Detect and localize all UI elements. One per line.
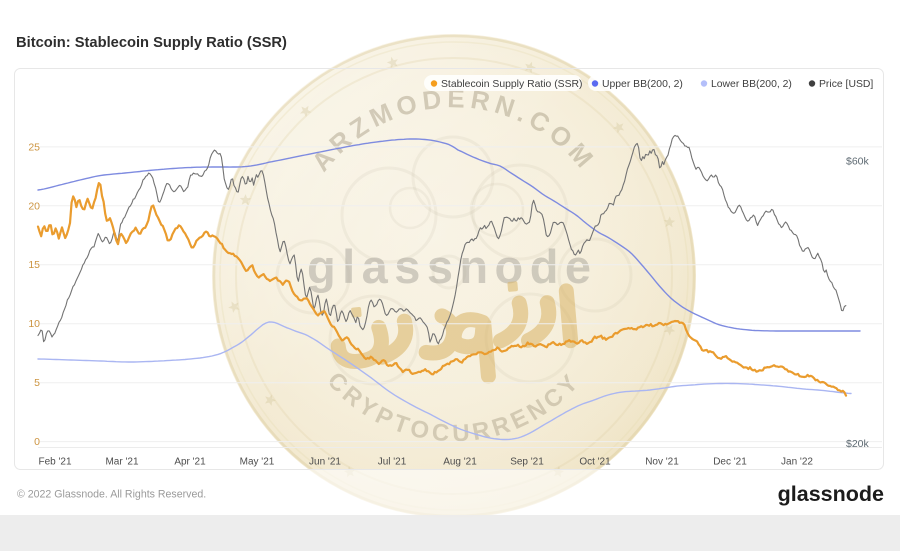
svg-text:Dec '21: Dec '21	[713, 457, 747, 468]
svg-text:Bitcoin: Stablecoin Supply Rat: Bitcoin: Stablecoin Supply Ratio (SSR)	[16, 35, 287, 51]
svg-text:10: 10	[28, 318, 40, 330]
svg-text:Aug '21: Aug '21	[443, 457, 477, 468]
svg-text:Mar '21: Mar '21	[105, 457, 138, 468]
svg-text:May '21: May '21	[240, 457, 275, 468]
svg-text:$20k: $20k	[846, 438, 870, 450]
svg-text:Stablecoin Supply Ratio (SSR): Stablecoin Supply Ratio (SSR)	[441, 79, 583, 90]
svg-text:Nov '21: Nov '21	[645, 457, 679, 468]
svg-text:Oct '21: Oct '21	[579, 457, 611, 468]
svg-text:0: 0	[34, 436, 40, 448]
svg-text:glassnode: glassnode	[307, 240, 591, 293]
svg-text:glassnode: glassnode	[778, 482, 884, 506]
svg-text:5: 5	[34, 377, 40, 389]
svg-text:25: 25	[28, 141, 40, 153]
svg-text:Price [USD]: Price [USD]	[819, 79, 873, 90]
svg-text:Sep '21: Sep '21	[510, 457, 544, 468]
svg-text:Apr '21: Apr '21	[174, 457, 206, 468]
svg-text:Lower BB(200, 2): Lower BB(200, 2)	[711, 79, 792, 90]
svg-text:Jan '22: Jan '22	[781, 457, 813, 468]
svg-text:© 2022 Glassnode. All Rights R: © 2022 Glassnode. All Rights Reserved.	[17, 489, 206, 501]
svg-text:15: 15	[28, 259, 40, 271]
svg-text:20: 20	[28, 200, 40, 212]
svg-text:Jun '21: Jun '21	[309, 457, 341, 468]
svg-text:Upper BB(200, 2): Upper BB(200, 2)	[602, 79, 683, 90]
svg-text:Jul '21: Jul '21	[378, 457, 407, 468]
svg-text:$60k: $60k	[846, 156, 870, 168]
svg-text:Feb '21: Feb '21	[38, 457, 71, 468]
